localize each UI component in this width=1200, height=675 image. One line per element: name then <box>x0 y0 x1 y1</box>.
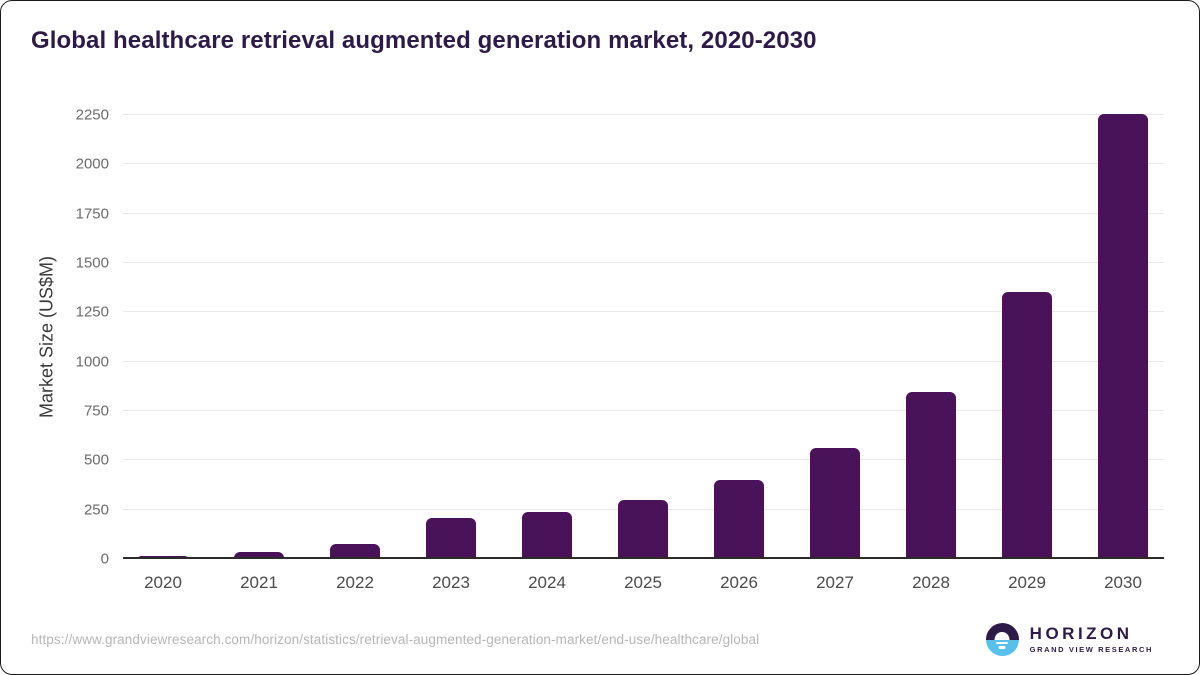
x-tick-label-2029: 2029 <box>1008 573 1046 592</box>
x-tick-label-2025: 2025 <box>624 573 662 592</box>
horizon-logo-icon <box>985 622 1019 656</box>
plot-area: 0 250 500 750 1000 1250 1500 1750 2000 2250 2020 20… <box>76 107 1164 592</box>
logo-name: HORIZON <box>1029 623 1133 643</box>
sun-reflection-line <box>996 641 1009 644</box>
bar-2022 <box>330 543 380 559</box>
gridline <box>123 163 1164 165</box>
y-tick-label: 1500 <box>75 254 109 272</box>
gridline <box>123 212 1164 214</box>
x-tick-label-2020: 2020 <box>144 573 182 592</box>
sun-icon <box>994 631 1010 640</box>
x-tick-label-2030: 2030 <box>1104 573 1142 592</box>
y-tick-label: 250 <box>83 501 109 519</box>
x-tick-label-2021: 2021 <box>240 573 278 592</box>
horizon-logo: HORIZON GRAND VIEW RESEARCH <box>985 622 1153 656</box>
bar-2027 <box>810 447 860 559</box>
x-tick-label-2023: 2023 <box>432 573 470 592</box>
footer: https://www.grandviewresearch.com/horizo… <box>1 612 1199 674</box>
logo-text: HORIZON GRAND VIEW RESEARCH <box>1030 625 1153 654</box>
bar-2030 <box>1098 113 1148 559</box>
y-tick-label: 500 <box>83 451 109 469</box>
x-tick-label-2024: 2024 <box>528 573 566 592</box>
y-tick-label: 2000 <box>75 155 109 173</box>
gridline <box>123 410 1164 411</box>
gridline <box>123 360 1164 362</box>
gridline <box>123 114 1164 115</box>
x-axis-line <box>123 557 1164 559</box>
y-tick-label: 750 <box>83 402 109 420</box>
x-tick-label-2028: 2028 <box>912 573 950 592</box>
bar-2029 <box>1002 292 1052 559</box>
logo-subtitle: GRAND VIEW RESEARCH <box>1029 644 1153 654</box>
y-tick-label: 2250 <box>75 106 109 124</box>
y-tick-label: 1250 <box>75 303 109 321</box>
bar-2023 <box>426 518 476 559</box>
sun-reflection-line <box>998 646 1006 649</box>
bar-2024 <box>522 511 572 559</box>
chart-title: Global healthcare retrieval augmented ge… <box>31 27 817 54</box>
source-url: https://www.grandviewresearch.com/horizo… <box>31 631 760 647</box>
x-tick-label-2026: 2026 <box>720 573 758 592</box>
bar-2026 <box>714 480 764 559</box>
x-tick-label-2027: 2027 <box>816 573 854 592</box>
x-tick-label-2022: 2022 <box>336 573 374 592</box>
y-axis-title: Market Size (US$M) <box>36 255 57 419</box>
y-tick-label: 1000 <box>75 353 109 371</box>
y-tick-label: 0 <box>100 550 109 568</box>
gridline <box>123 262 1164 263</box>
gridline <box>123 459 1164 461</box>
bar-2021 <box>234 551 284 559</box>
y-tick-label: 1750 <box>75 205 109 223</box>
bar-2025 <box>618 500 668 559</box>
gridline <box>123 311 1164 313</box>
bar-2028 <box>906 392 956 559</box>
